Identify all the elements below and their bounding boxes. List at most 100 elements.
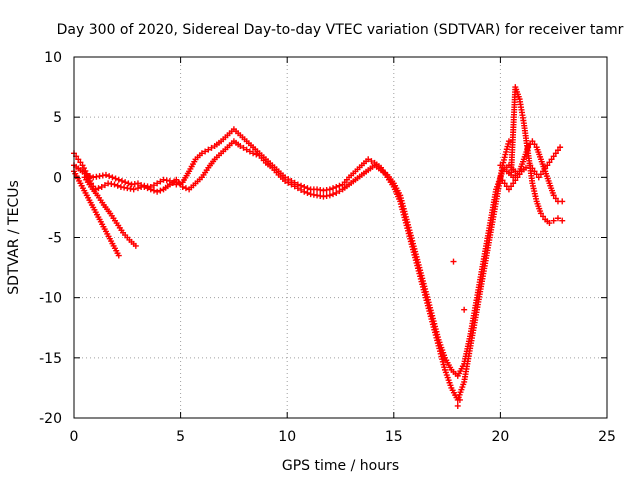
data-point	[525, 144, 532, 151]
data-point	[557, 144, 564, 151]
data-point	[559, 198, 566, 205]
axis-ticks	[73, 56, 608, 419]
y-tick-label: -5	[48, 231, 62, 247]
data-point	[365, 156, 372, 163]
data-point-interp	[246, 148, 253, 155]
data-point-interp	[182, 185, 189, 192]
data-point-interp	[516, 171, 523, 178]
data-point	[109, 174, 116, 181]
data-points	[71, 84, 566, 409]
data-point-interp	[531, 141, 538, 148]
x-axis-label: GPS time / hours	[282, 458, 399, 474]
data-point	[505, 186, 512, 193]
data-point-interp	[144, 185, 151, 192]
y-tick-label: -10	[39, 291, 62, 307]
data-point-interp	[253, 151, 260, 158]
data-point	[250, 150, 257, 157]
tick-labels: 0 5 10 15 20 25 -20 -15 -10 -5 0 5 10	[39, 50, 616, 445]
data-point-interp	[138, 182, 145, 189]
data-point	[288, 181, 295, 188]
y-tick-label: 10	[44, 50, 62, 66]
data-point	[147, 186, 154, 193]
data-point-interp	[208, 144, 215, 151]
data-point-interp	[150, 182, 157, 189]
data-point-interp	[330, 191, 337, 198]
data-point-interp	[552, 195, 559, 202]
data-point-interp	[508, 183, 515, 190]
data-point	[550, 217, 557, 224]
data-point-interp	[540, 213, 547, 220]
y-tick-label: 5	[53, 110, 62, 126]
data-point-interp	[150, 187, 157, 194]
data-point-interp	[240, 144, 247, 151]
y-tick-label: 0	[53, 170, 62, 186]
data-point	[510, 180, 517, 187]
data-point-interp	[304, 189, 311, 196]
data-point	[141, 183, 148, 190]
data-point-interp	[537, 171, 544, 178]
data-point	[546, 220, 553, 227]
data-point-interp	[546, 159, 553, 166]
data-point-interp	[101, 182, 108, 189]
data-point	[326, 192, 333, 199]
data-point	[505, 138, 512, 145]
data-point-interp	[95, 185, 102, 192]
data-point	[237, 143, 244, 150]
data-point	[544, 162, 551, 169]
data-point	[102, 171, 109, 178]
data-point-interp	[176, 180, 183, 187]
data-point	[132, 242, 139, 249]
data-point	[198, 150, 205, 157]
data-point-interp	[106, 173, 113, 180]
chart-title: Day 300 of 2020, Sidereal Day-to-day VTE…	[57, 22, 624, 38]
data-point	[134, 180, 141, 187]
data-point-interp	[330, 185, 337, 192]
data-point	[154, 188, 161, 195]
data-point-interp	[112, 175, 119, 182]
y-tick-label: -15	[39, 351, 62, 367]
data-point	[243, 146, 250, 153]
data-point	[522, 164, 529, 171]
data-point	[552, 150, 559, 157]
data-point	[514, 174, 521, 181]
data-point	[301, 188, 308, 195]
y-tick-label: -20	[39, 411, 62, 427]
data-point-interp	[285, 179, 292, 186]
data-point	[294, 185, 301, 192]
data-point-interp	[336, 182, 343, 189]
data-point-interp	[157, 178, 164, 185]
y-axis-label: SDTVAR / TECUs	[6, 180, 22, 295]
data-point	[461, 306, 468, 313]
data-point-interp	[529, 165, 536, 172]
data-point	[537, 210, 544, 217]
data-point	[501, 180, 508, 187]
data-point	[282, 177, 289, 184]
x-tick-label: 20	[491, 429, 509, 445]
data-point	[130, 186, 137, 193]
data-point	[98, 183, 105, 190]
data-point	[456, 396, 463, 403]
x-tick-label: 5	[176, 429, 185, 445]
data-point-interp	[336, 188, 343, 195]
data-point-interp	[125, 180, 132, 187]
data-point	[527, 162, 534, 169]
data-point	[115, 252, 122, 259]
plot-frame	[73, 56, 608, 419]
data-point-interp	[118, 177, 125, 184]
data-point	[205, 146, 212, 153]
data-point	[111, 181, 118, 188]
data-point	[75, 156, 82, 163]
x-tick-label: 15	[385, 429, 403, 445]
data-point-interp	[499, 177, 506, 184]
data-point	[122, 179, 129, 186]
data-point	[115, 176, 122, 183]
data-point	[154, 180, 161, 187]
data-point	[554, 215, 561, 222]
data-point-interp	[554, 147, 561, 154]
x-tick-label: 25	[598, 429, 616, 445]
data-point-interp	[298, 186, 305, 193]
data-point-interp	[512, 177, 519, 184]
x-tick-label: 0	[70, 429, 79, 445]
data-point	[179, 183, 186, 190]
